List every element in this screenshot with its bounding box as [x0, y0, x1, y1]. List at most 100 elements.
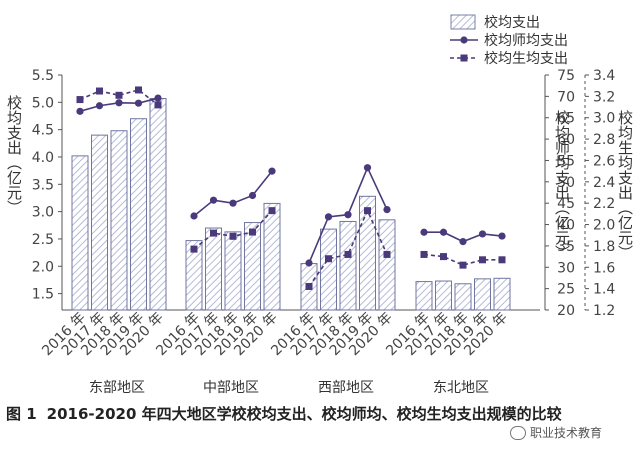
watermark: 职业技术教育 — [510, 424, 602, 441]
bar — [244, 222, 261, 311]
teacher-point — [363, 164, 372, 172]
bar — [474, 278, 491, 311]
teacher-point — [268, 167, 276, 175]
student-point — [210, 229, 217, 237]
bar — [378, 219, 396, 311]
student-point — [383, 250, 391, 258]
student-point — [135, 86, 142, 94]
left-tick-label: 5.0 — [32, 95, 54, 111]
student-point — [459, 261, 467, 269]
chart: 校均支出 校均师均支出 校均生均支出 1.5 2.0 2.5 3.0 3.5 4.0 4.5… — [5, 14, 634, 396]
left-tick-label: 4.0 — [32, 150, 54, 166]
teacher-series-line — [193, 170, 273, 217]
mid-tick-label: 70 — [557, 89, 575, 105]
region-label: 东部地区 — [89, 380, 145, 396]
student-point — [190, 245, 198, 253]
right-tick-label: 1.4 — [593, 282, 615, 298]
left-axis-title: 校均支出（亿元） — [5, 95, 23, 215]
bar — [359, 195, 376, 311]
student-point — [479, 256, 486, 264]
bar — [110, 130, 128, 311]
student-point — [440, 253, 447, 261]
right-axis-title: 校均生均支出（亿元） — [616, 110, 634, 260]
student-point — [420, 250, 428, 258]
bar — [224, 231, 242, 311]
bar — [454, 283, 472, 311]
student-series-line — [308, 208, 388, 287]
watermark-text: 职业技术教育 — [530, 426, 603, 440]
legend-dash-marker — [460, 54, 468, 62]
bar — [320, 228, 337, 311]
student-point — [498, 256, 506, 264]
region-label: 西部地区 — [318, 380, 374, 396]
mid-tick-label: 40 — [557, 218, 575, 234]
student-series-line — [79, 89, 159, 106]
figure-number: 图 1 — [6, 405, 37, 423]
region-label: 东北地区 — [433, 380, 489, 396]
legend: 校均支出 校均师均支出 校均生均支出 — [450, 14, 568, 67]
teacher-point — [95, 102, 104, 110]
student-point — [305, 283, 313, 290]
legend-label-dash: 校均生均支出 — [484, 50, 568, 67]
student-point — [268, 207, 276, 215]
student-point — [154, 101, 162, 109]
left-tick-label: 1.5 — [32, 287, 54, 303]
teacher-point — [459, 238, 467, 246]
teacher-point — [420, 228, 428, 236]
right-tick-label: 2.8 — [593, 132, 615, 148]
teacher-point — [439, 228, 448, 236]
student-point — [76, 96, 84, 104]
bar — [130, 118, 147, 311]
teacher-point — [344, 211, 352, 219]
mid-tick-label: 30 — [557, 260, 575, 276]
mid-tick-label: 45 — [557, 196, 575, 212]
left-tick-label: 2.0 — [32, 259, 54, 275]
bar — [435, 280, 452, 311]
student-point — [344, 250, 352, 258]
bar — [91, 134, 108, 311]
mid-tick-label: 55 — [557, 153, 575, 169]
mid-tick-label: 50 — [557, 175, 575, 191]
student-point — [229, 232, 237, 240]
wechat-icon — [510, 425, 526, 440]
mid-tick-label: 65 — [557, 111, 575, 127]
teacher-point — [383, 205, 391, 214]
student-point — [364, 207, 371, 215]
left-tick-label: 3.5 — [32, 177, 54, 193]
bar — [185, 240, 203, 311]
bar — [149, 98, 167, 311]
figure-caption: 图 1 2016-2020 年四大地区学校校均支出、校均师均、校均生均支出规模的比… — [6, 403, 606, 426]
mid-tick-label: 25 — [557, 282, 575, 298]
bar — [263, 202, 281, 311]
right-tick-label: 1.8 — [593, 239, 615, 255]
right-tick-label: 3.2 — [593, 89, 615, 105]
right-tick-label: 2.0 — [593, 218, 615, 234]
teacher-point — [305, 259, 313, 267]
left-tick-label: 4.5 — [32, 123, 54, 139]
left-tick-label: 3.0 — [32, 205, 54, 221]
figure-title: 2016-2020 年四大地区学校校均支出、校均师均、校均生均支出规模的比较 — [46, 405, 562, 423]
mid-tick-label: 75 — [557, 68, 575, 84]
right-tick-label: 2.4 — [593, 175, 615, 191]
student-point — [115, 91, 123, 99]
right-tick-label: 2.6 — [593, 153, 615, 169]
right-tick-label: 2.2 — [593, 196, 615, 212]
mid-tick-label: 35 — [557, 239, 575, 255]
left-tick-label: 2.5 — [32, 232, 54, 248]
teacher-point — [248, 191, 257, 200]
bar — [205, 227, 222, 311]
bar — [71, 155, 89, 311]
student-point — [249, 228, 256, 236]
legend-label-bar: 校均支出 — [484, 14, 540, 31]
mid-axis-title: 校均师均支出（亿元） — [553, 110, 571, 260]
right-tick-label: 3.4 — [593, 68, 615, 84]
legend-bar-swatch — [450, 14, 476, 30]
teacher-point — [76, 107, 84, 115]
student-point — [96, 87, 103, 95]
teacher-point — [190, 212, 198, 220]
student-point — [325, 255, 332, 263]
teacher-point — [209, 196, 218, 204]
bar — [339, 220, 357, 311]
right-tick-label: 3.0 — [593, 111, 615, 127]
right-tick-label: 1.2 — [593, 303, 615, 319]
